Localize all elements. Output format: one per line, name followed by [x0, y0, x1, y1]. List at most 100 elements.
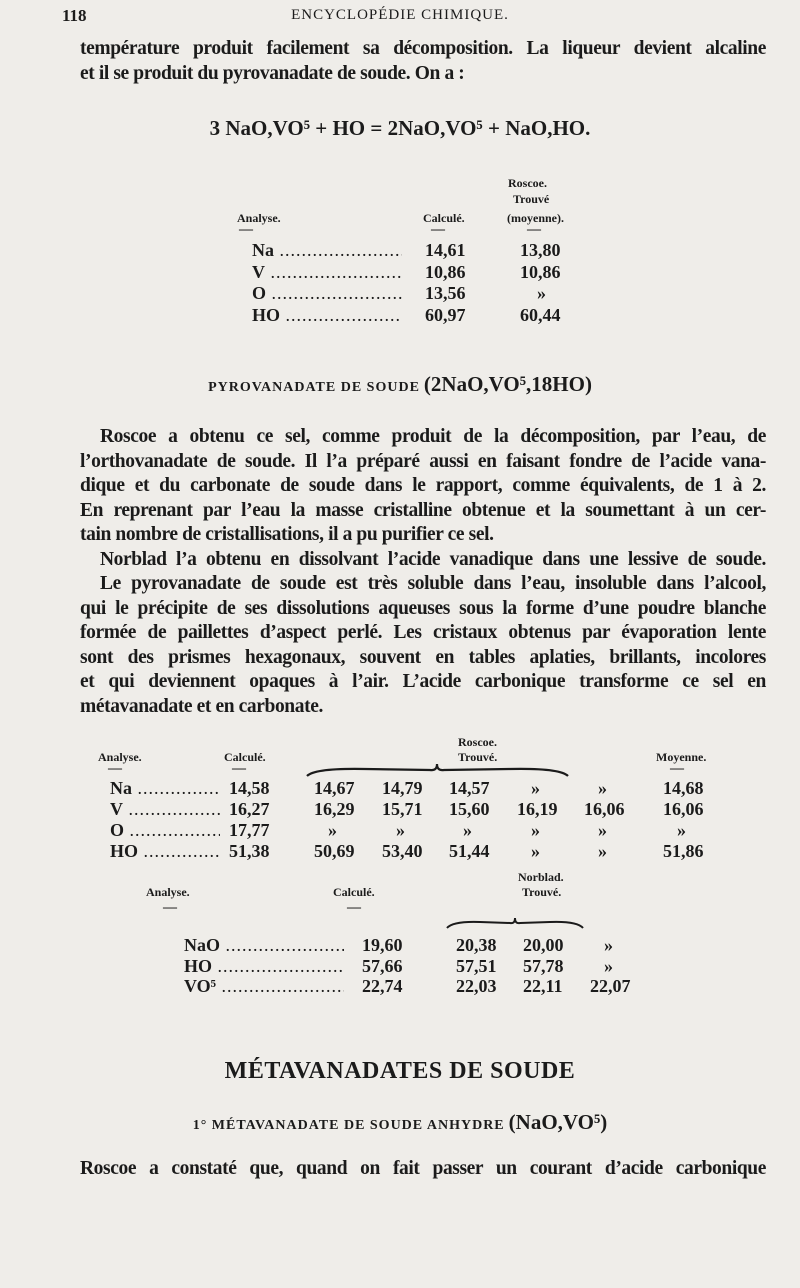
header-moyenne: Moyenne. — [656, 750, 707, 764]
column-rule: — — [232, 761, 246, 776]
row-label: HO — [110, 841, 220, 862]
text-line: sont des prismes hexagonaux, souvent en … — [80, 646, 766, 668]
found-value: 60,44 — [520, 304, 561, 325]
text-line: tain nombre de cristallisations, il a pu… — [80, 524, 494, 545]
section-formula: (2NaO,VO⁵,18HO) — [423, 372, 592, 396]
header-analyse: Analyse. — [98, 750, 142, 764]
calculated-value: 13,56 — [425, 283, 466, 303]
calculated-value: 22,74 — [362, 976, 403, 996]
found-value: » — [463, 820, 472, 840]
column-rule: — — [163, 900, 177, 915]
found-value: » — [396, 820, 405, 840]
header-trouve: Trouvé. — [458, 750, 498, 764]
found-value: 16,06 — [584, 799, 625, 819]
row-label: VO⁵ — [184, 976, 344, 997]
row-label: NaO — [184, 935, 344, 956]
mean-value: 51,86 — [663, 841, 704, 861]
row-label: V — [252, 262, 402, 283]
text-line: Roscoe a constaté que, quand on fait pas… — [80, 1158, 766, 1179]
header-roscoe: Roscoe. — [508, 176, 547, 190]
subsection-formula: (NaO,VO⁵) — [508, 1110, 608, 1134]
found-value: 16,29 — [314, 799, 355, 819]
column-rule: — — [670, 761, 684, 776]
calculated-value: 10,86 — [425, 261, 466, 282]
header-moyenne: (moyenne). — [507, 211, 564, 225]
calculated-value: 16,27 — [229, 799, 270, 819]
header-trouve: Trouvé — [513, 192, 550, 206]
mean-value: 14,68 — [663, 778, 704, 798]
header-roscoe: Roscoe. — [458, 735, 497, 749]
found-value: 14,57 — [449, 778, 490, 798]
section-heading-pyrovanadate: Pyrovanadate de soude (2NaO,VO⁵,18HO) — [0, 372, 800, 397]
row-label: HO — [184, 956, 344, 977]
found-value: » — [604, 935, 613, 955]
found-value: » — [328, 820, 337, 840]
subsection-heading: 1° Métavanadate de soude anhydre (NaO,VO… — [0, 1110, 800, 1135]
page-number: 118 — [62, 6, 87, 25]
header-trouve: Trouvé. — [522, 885, 562, 899]
found-value: 57,51 — [456, 955, 497, 976]
text-line: Le pyrovanadate de soude est très solubl… — [100, 573, 766, 594]
found-value: » — [598, 778, 607, 798]
found-value: 20,38 — [456, 935, 497, 955]
text-line: et il se produit du pyrovanadate de soud… — [80, 63, 465, 84]
calculated-value: 19,60 — [362, 935, 403, 955]
brace — [446, 917, 584, 929]
mean-value: 16,06 — [663, 799, 704, 819]
column-rule: — — [347, 900, 361, 915]
running-title: ENCYCLOPÉDIE CHIMIQUE. — [291, 7, 509, 23]
found-value: 10,86 — [520, 261, 561, 282]
text-line: l’orthovanadate de soude. Il l’a préparé… — [80, 450, 766, 472]
text-line: formée de paillettes d’aspect perlé. Les… — [80, 622, 766, 643]
found-value: 50,69 — [314, 841, 355, 861]
row-label: O — [252, 283, 402, 304]
header-analyse: Analyse. — [146, 885, 190, 899]
calculated-value: 14,61 — [425, 240, 466, 260]
column-rule: — — [431, 222, 445, 237]
text-line: dique et du carbonate de soude dans le r… — [80, 475, 766, 496]
found-value: » — [531, 778, 540, 798]
text-line: Roscoe a obtenu ce sel, comme produit de… — [100, 426, 766, 447]
text-line: métavanadate et en carbonate. — [80, 695, 323, 717]
found-value: 22,07 — [590, 976, 631, 996]
column-rule: — — [527, 222, 541, 237]
found-value: 53,40 — [382, 841, 423, 861]
row-label: O — [110, 820, 220, 841]
found-value: 13,80 — [520, 240, 561, 260]
calculated-value: 14,58 — [229, 778, 270, 798]
found-value: 22,11 — [523, 976, 563, 996]
found-value: 22,03 — [456, 976, 497, 996]
header-calcule: Calculé. — [423, 211, 465, 225]
calculated-value: 57,66 — [362, 955, 403, 976]
header-calcule: Calculé. — [224, 750, 266, 764]
found-value: 16,19 — [517, 799, 558, 819]
calculated-value: 60,97 — [425, 304, 466, 325]
found-value: 14,67 — [314, 778, 355, 798]
column-rule: — — [239, 222, 253, 237]
subsection-title: 1° Métavanadate de soude anhydre — [192, 1118, 505, 1133]
found-value: » — [531, 841, 540, 861]
row-label: HO — [252, 305, 402, 326]
found-value: 20,00 — [523, 935, 564, 955]
found-value: 57,78 — [523, 955, 564, 976]
found-value: » — [604, 955, 613, 976]
found-value: » — [531, 820, 540, 840]
section-title: Pyrovanadate de soude — [208, 380, 420, 395]
text-line: et qui deviennent opaques à l’air. L’aci… — [80, 671, 766, 692]
found-value: 14,79 — [382, 778, 423, 798]
chemical-equation: 3 NaO,VO⁵ + HO = 2NaO,VO⁵ + NaO,HO. — [209, 116, 591, 140]
row-label: Na — [110, 778, 220, 799]
header-norblad: Norblad. — [518, 870, 564, 884]
row-label: V — [110, 799, 220, 820]
found-value: 15,60 — [449, 799, 490, 819]
found-value: » — [598, 820, 607, 840]
found-value: 15,71 — [382, 799, 423, 819]
text-line: Norblad l’a obtenu en dissolvant l’acide… — [100, 548, 766, 570]
header-analyse: Analyse. — [237, 211, 281, 225]
calculated-value: 17,77 — [229, 820, 270, 840]
found-value: » — [598, 841, 607, 861]
section-heading-metavanadates: MÉTAVANADATES DE SOUDE — [224, 1058, 576, 1084]
text-line: En reprenant par l’eau la masse cristall… — [80, 499, 766, 521]
header-calcule: Calculé. — [333, 885, 375, 899]
row-label: Na — [252, 240, 402, 261]
